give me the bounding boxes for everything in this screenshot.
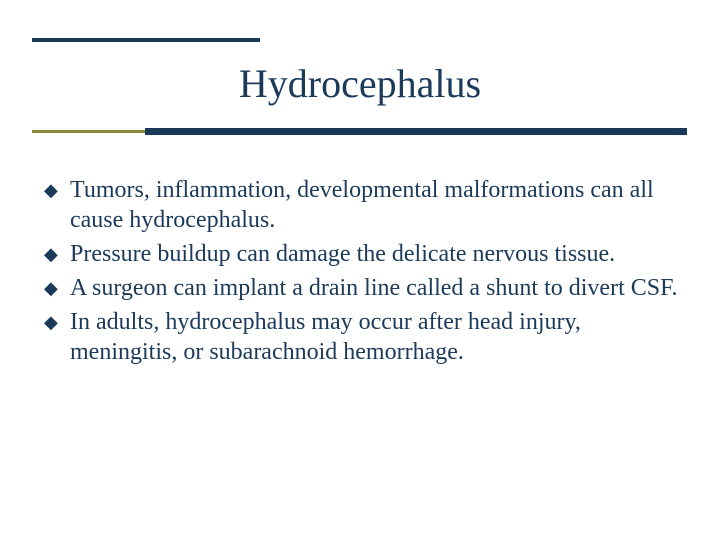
bullet-icon: ◆: [42, 239, 70, 269]
mid-accent-rule-olive: [32, 130, 147, 133]
list-item: ◆ Tumors, inflammation, developmental ma…: [42, 175, 682, 235]
list-item: ◆ A surgeon can implant a drain line cal…: [42, 273, 682, 303]
mid-accent-rule-dark: [145, 128, 687, 135]
bullet-list: ◆ Tumors, inflammation, developmental ma…: [42, 175, 682, 371]
bullet-icon: ◆: [42, 273, 70, 303]
bullet-text: Tumors, inflammation, developmental malf…: [70, 175, 682, 235]
bullet-text: Pressure buildup can damage the delicate…: [70, 239, 682, 269]
slide-title: Hydrocephalus: [0, 60, 720, 107]
bullet-icon: ◆: [42, 175, 70, 205]
list-item: ◆ In adults, hydrocephalus may occur aft…: [42, 307, 682, 367]
bullet-text: In adults, hydrocephalus may occur after…: [70, 307, 682, 367]
list-item: ◆ Pressure buildup can damage the delica…: [42, 239, 682, 269]
top-accent-rule: [32, 38, 260, 42]
bullet-icon: ◆: [42, 307, 70, 337]
bullet-text: A surgeon can implant a drain line calle…: [70, 273, 682, 303]
